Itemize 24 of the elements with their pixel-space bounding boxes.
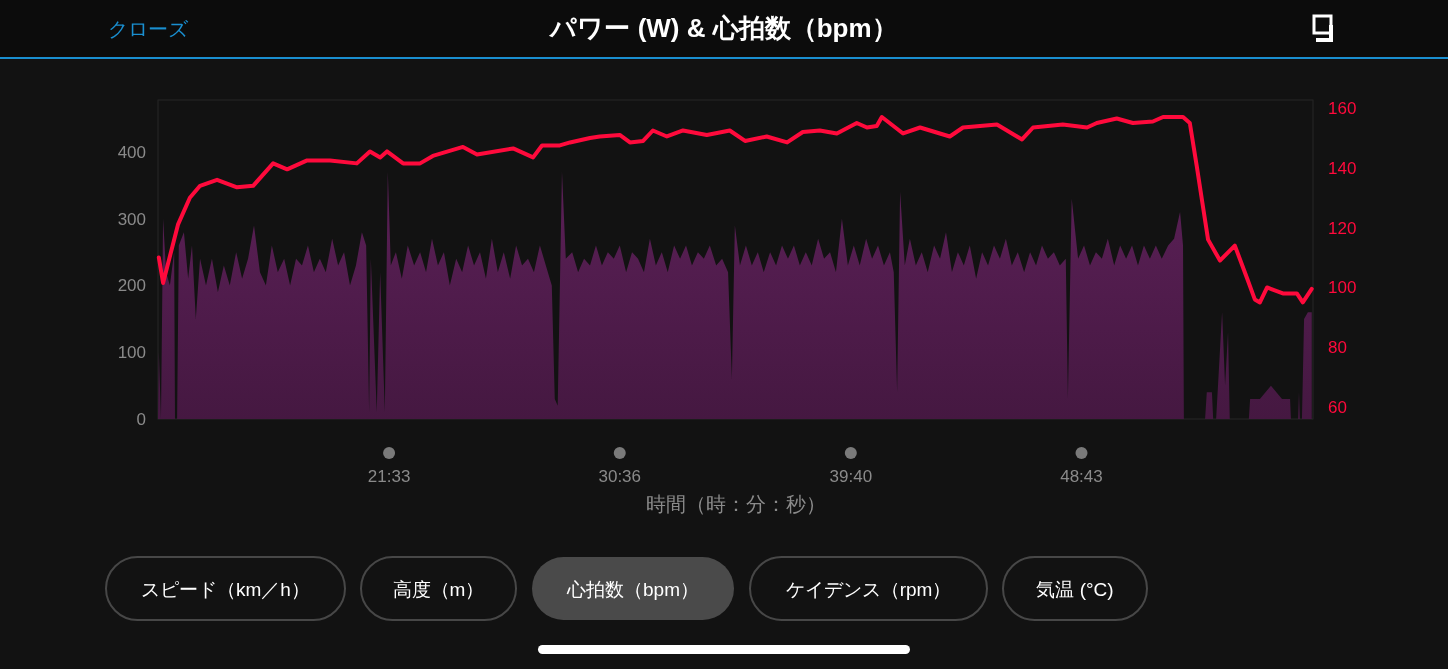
y-tick-label: 0 xyxy=(136,409,146,429)
y2-tick-label: 120 xyxy=(1328,218,1357,238)
y-tick-label: 400 xyxy=(117,143,146,162)
x-tick-label: 39:40 xyxy=(829,467,873,486)
text: 高度（m） xyxy=(392,579,485,600)
y2-tick-label: 140 xyxy=(1328,158,1357,178)
y2-tick-label: 100 xyxy=(1328,278,1357,298)
x-tick-label: 21:33 xyxy=(367,467,411,486)
y-tick-label: 100 xyxy=(117,343,146,363)
y2-tick-label: 60 xyxy=(1328,397,1347,417)
text: クローズ xyxy=(108,18,189,40)
chart-title: パワー (W) & 心拍数（bpm） xyxy=(548,13,898,43)
x-tick-label: 30:36 xyxy=(598,467,642,486)
text: 気温 (°C) xyxy=(1036,579,1114,600)
y2-tick-label: 80 xyxy=(1328,338,1347,358)
text: ケイデンス（rpm） xyxy=(785,579,952,600)
text: 心拍数（bpm） xyxy=(566,579,699,600)
x-axis-title: 時間（時：分：秒） xyxy=(645,493,826,515)
y-tick-label: 200 xyxy=(117,276,146,296)
line-series xyxy=(156,115,1314,305)
y2-tick-label: 160 xyxy=(1328,99,1357,119)
text: スピード（km／h） xyxy=(141,579,310,600)
x-tick-label: 48:43 xyxy=(1060,467,1103,486)
y-tick-label: 300 xyxy=(117,209,146,229)
